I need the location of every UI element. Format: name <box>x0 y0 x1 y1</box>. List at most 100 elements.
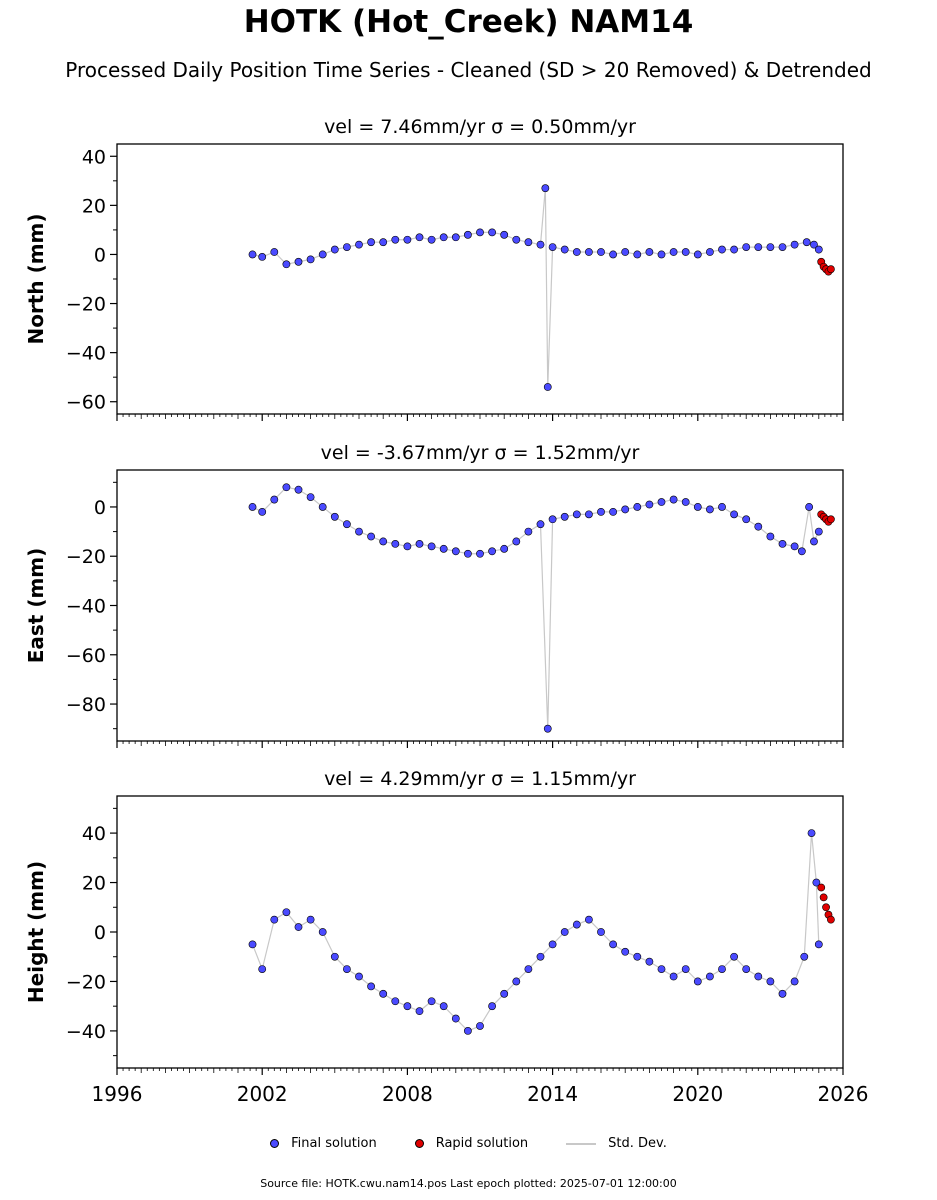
data-point <box>439 544 448 553</box>
data-point <box>693 250 702 259</box>
data-point <box>282 260 291 269</box>
data-point <box>805 503 814 511</box>
data-point <box>730 510 738 519</box>
data-point <box>367 532 375 541</box>
data-point <box>282 908 291 917</box>
data-point <box>306 493 315 501</box>
data-point <box>427 542 436 551</box>
axes-frame <box>116 469 844 742</box>
data-point <box>754 243 763 251</box>
data-point <box>439 1002 448 1011</box>
data-point <box>797 547 806 556</box>
final-solution-marker <box>270 1139 280 1148</box>
data-point <box>621 947 630 956</box>
data-point <box>810 537 818 546</box>
data-point <box>802 238 811 247</box>
data-point <box>681 965 690 973</box>
data-point <box>790 542 799 551</box>
y-tick-label: −60 <box>66 392 106 414</box>
data-point <box>609 507 617 516</box>
data-point <box>812 878 821 887</box>
data-point <box>819 893 828 902</box>
data-point <box>500 230 509 239</box>
data-point <box>488 228 496 237</box>
y-tick-label: 40 <box>82 146 106 168</box>
data-point <box>512 235 521 244</box>
data-point <box>379 238 388 247</box>
y-tick-label: 40 <box>82 823 106 845</box>
data-point <box>355 240 363 249</box>
data-point <box>248 940 257 949</box>
data-point <box>633 503 642 511</box>
data-point <box>543 724 552 733</box>
x-tick-label: 2026 <box>818 1082 869 1106</box>
data-point <box>827 265 835 274</box>
data-point <box>536 952 545 961</box>
data-point <box>248 250 257 259</box>
data-point <box>645 248 654 256</box>
panel-1: vel = -3.67mm/yr σ = 1.52mm/yr East (mm) 0… <box>24 442 844 748</box>
figure-subtitle: Processed Daily Position Time Series - C… <box>65 58 872 82</box>
data-point <box>814 527 823 536</box>
data-point <box>248 503 257 511</box>
data-point <box>706 972 714 981</box>
std-dev-line-marker <box>566 1142 597 1145</box>
y-tick-label: 20 <box>82 873 106 895</box>
y-tick-label: −40 <box>66 1021 106 1043</box>
y-tick-label: −20 <box>66 971 106 993</box>
data-point <box>294 923 303 931</box>
data-point <box>463 230 472 239</box>
data-point <box>657 498 666 506</box>
data-point <box>572 510 581 519</box>
data-point <box>439 233 448 242</box>
data-point <box>543 383 552 391</box>
axes-frame <box>116 143 844 415</box>
data-point <box>621 248 630 256</box>
data-point <box>766 532 775 541</box>
data-point <box>681 248 690 256</box>
data-point <box>718 503 726 511</box>
data-point <box>778 540 787 548</box>
final-solution-series <box>248 829 823 1035</box>
x-tick-label: 2014 <box>527 1082 578 1106</box>
data-point <box>800 952 809 961</box>
data-point <box>645 957 654 966</box>
data-point <box>657 965 666 973</box>
data-point <box>814 940 823 949</box>
data-point <box>342 965 351 973</box>
data-point <box>766 977 775 986</box>
data-point <box>476 549 484 558</box>
data-point <box>342 520 351 529</box>
legend-label-rapid: Rapid solution <box>435 1136 529 1151</box>
data-point <box>742 515 751 524</box>
std-dev-trace <box>252 486 820 729</box>
panel-0: vel = 7.46mm/yr σ = 0.50mm/yr North (mm) 4… <box>24 116 844 421</box>
final-solution-series <box>248 184 823 391</box>
data-point <box>330 952 339 961</box>
data-point <box>706 505 714 514</box>
data-point <box>367 982 375 991</box>
data-point <box>669 495 678 504</box>
data-point <box>524 238 533 247</box>
panel-title: vel = 7.46mm/yr σ = 0.50mm/yr <box>324 116 636 138</box>
panel-title: vel = 4.29mm/yr σ = 1.15mm/yr <box>324 768 636 790</box>
data-point <box>258 253 267 261</box>
panel-title: vel = -3.67mm/yr σ = 1.52mm/yr <box>321 442 640 464</box>
data-point <box>488 1002 496 1011</box>
data-point <box>451 547 460 556</box>
legend-item-rapid: Rapid solution <box>414 1136 529 1151</box>
data-point <box>391 540 400 548</box>
data-point <box>270 915 279 924</box>
data-point <box>282 483 291 492</box>
data-point <box>742 243 751 251</box>
data-point <box>633 250 642 259</box>
data-point <box>318 250 327 259</box>
data-point <box>355 972 363 981</box>
data-point <box>476 1022 484 1030</box>
data-point <box>585 510 593 519</box>
data-point <box>718 965 726 973</box>
y-tick-label: 0 <box>94 497 106 519</box>
rapid-solution-series <box>817 510 835 526</box>
figure-title: HOTK (Hot_Creek) NAM14 <box>243 4 694 40</box>
